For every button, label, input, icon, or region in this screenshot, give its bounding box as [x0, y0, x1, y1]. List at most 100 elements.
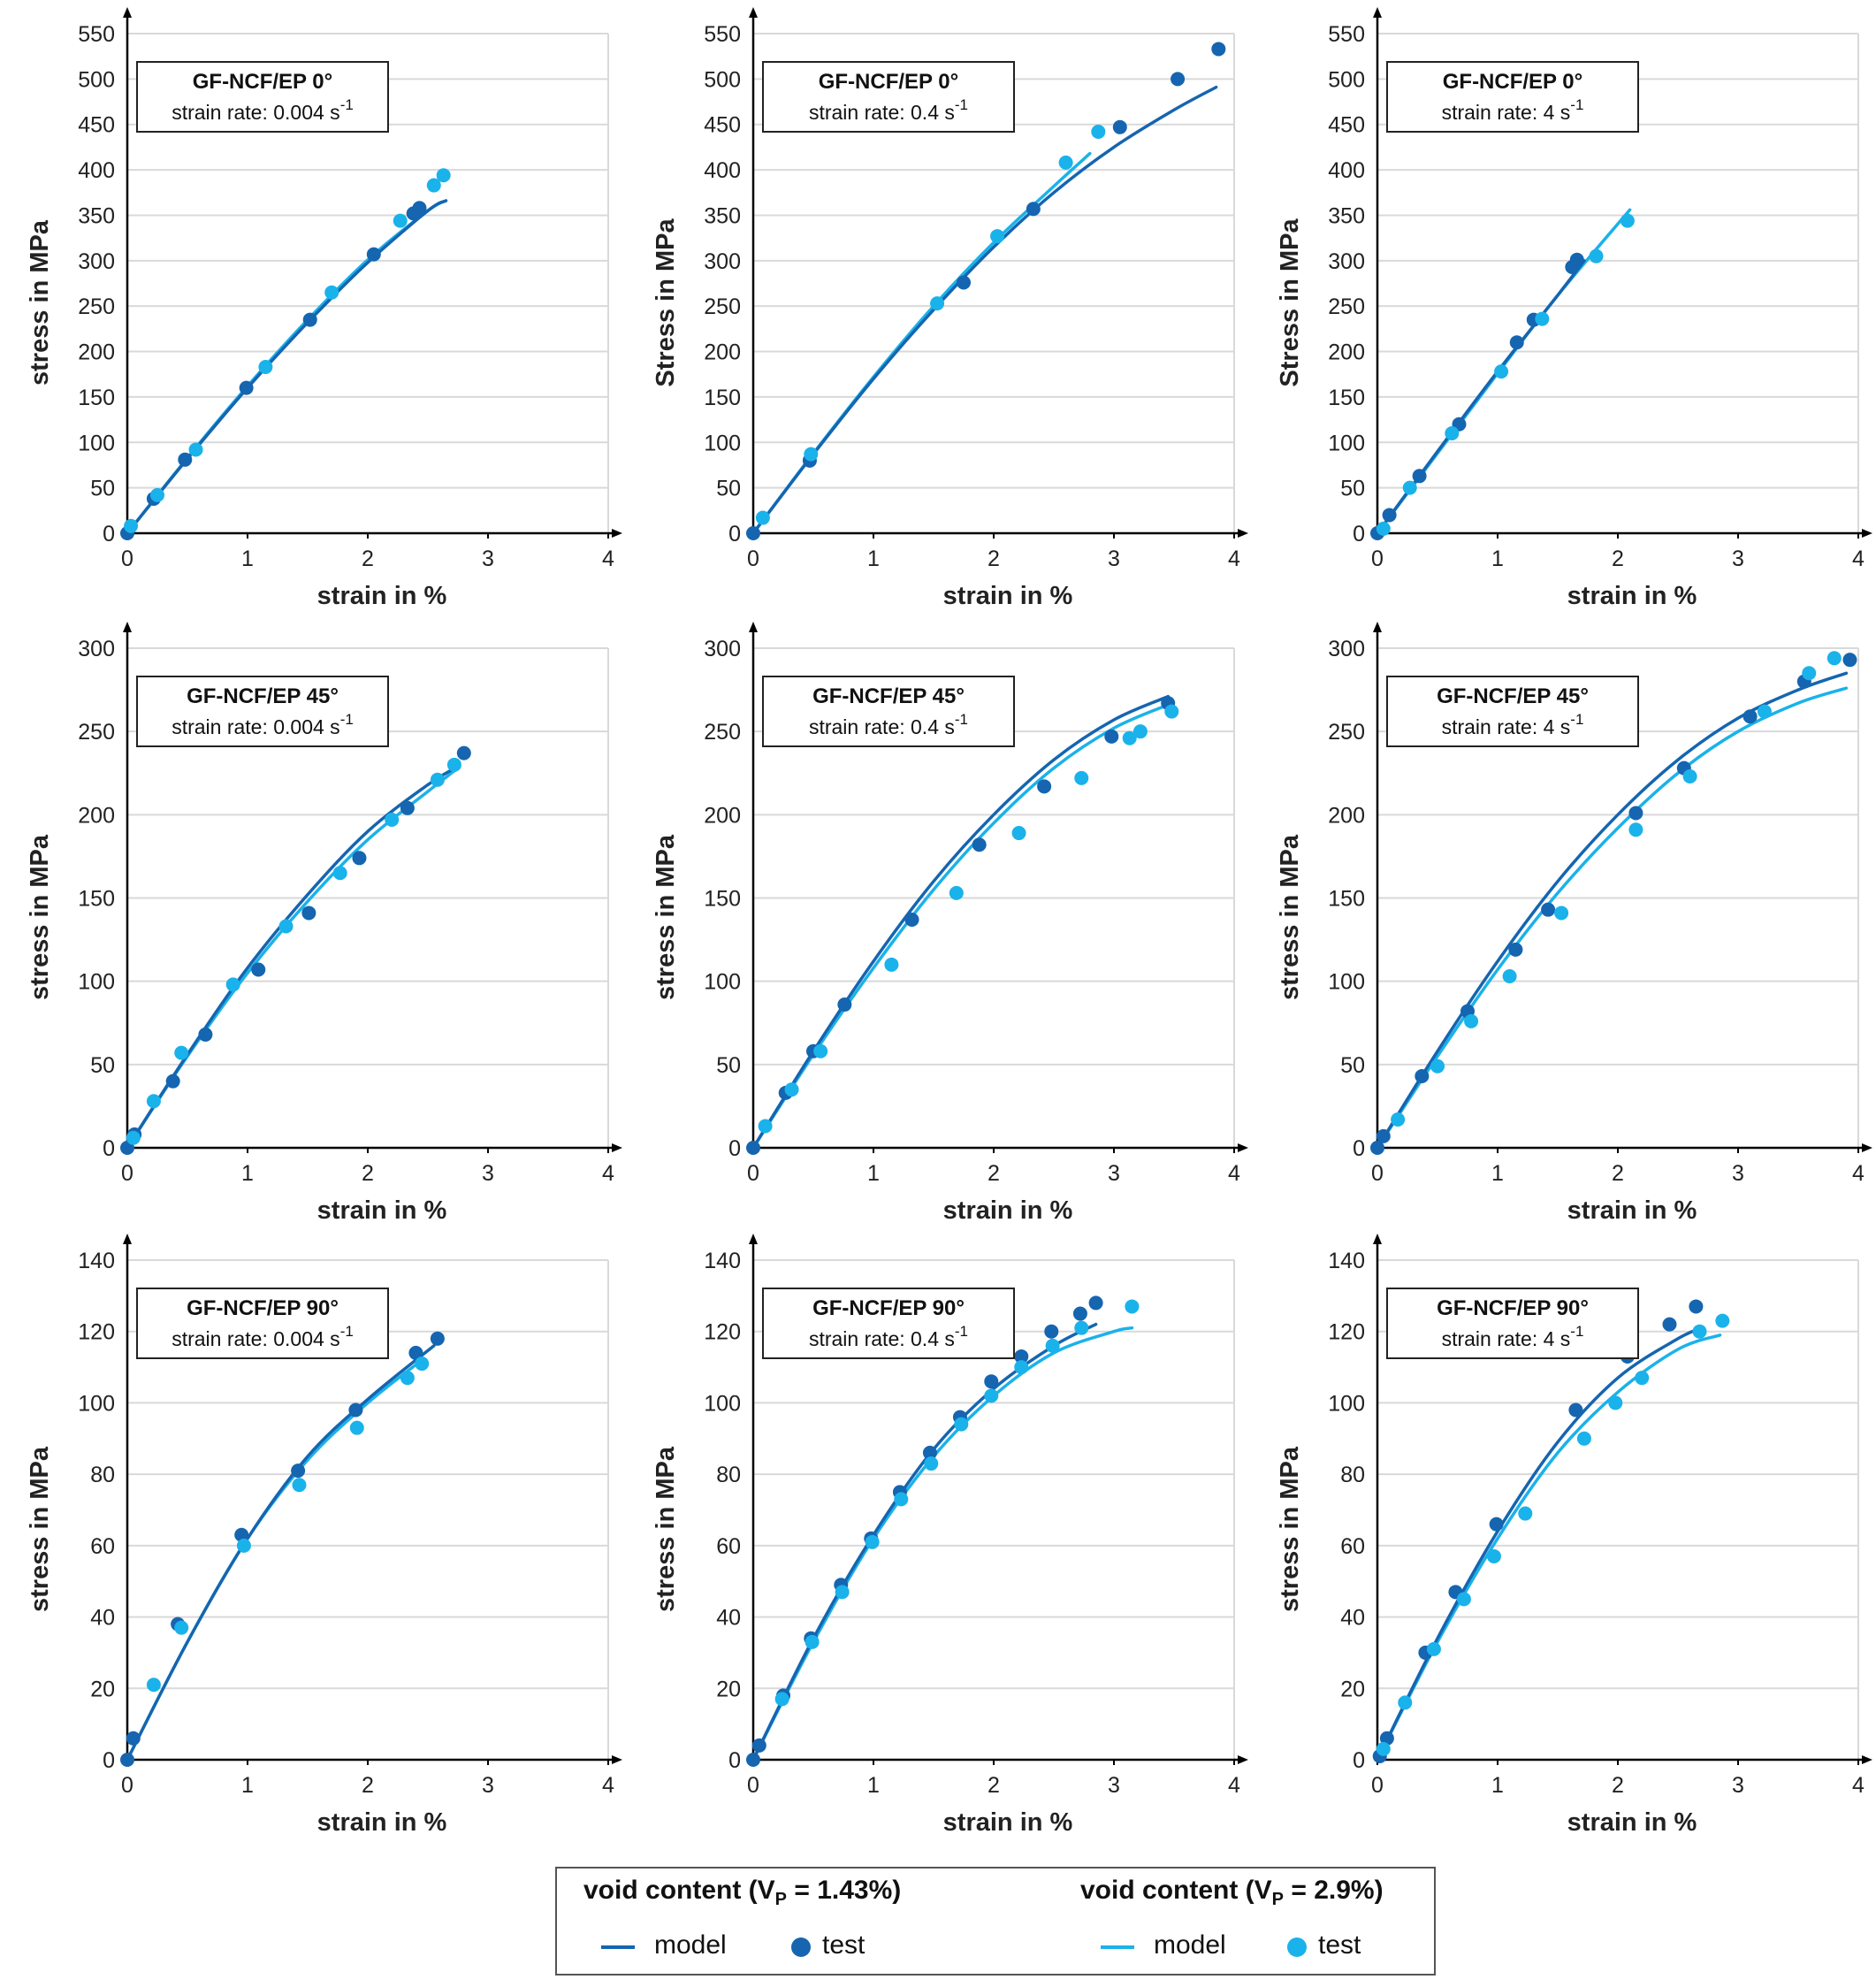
model-curve-light: [751, 1326, 1134, 1762]
test-point-light: [884, 957, 899, 972]
test-point-dark: [412, 201, 427, 216]
chart-panel: 0 50 100 150 200 250 300 0 1 2 3 4 strain in % stress…: [652, 622, 1248, 1225]
test-point-dark: [1112, 119, 1127, 134]
test-point-light: [1376, 1741, 1391, 1756]
y-axis-arrow: [749, 1234, 758, 1244]
test-point-dark: [1412, 469, 1427, 484]
x-tick-label: 1: [867, 1161, 880, 1186]
test-point-light: [1494, 364, 1509, 379]
y-tick-label: 100: [78, 1391, 115, 1416]
y-tick-label: 20: [716, 1677, 741, 1701]
chart-panel: 0 20 40 60 80 100 120 140 0 1 2 3 4 strain in % stress…: [26, 1234, 622, 1837]
test-point-light: [1426, 1641, 1441, 1656]
y-axis-label: stress in MPa: [1276, 1446, 1304, 1612]
test-point-light: [1132, 724, 1148, 739]
y-tick-label: 500: [704, 67, 741, 92]
test-point-light: [1502, 969, 1517, 984]
test-point-light: [805, 1634, 820, 1649]
chart-panel: 0 50 100 150 200 250 300 350 400 450 500 550 0 1 2 3 4 st…: [652, 7, 1248, 610]
chart-label-title: GF-NCF/EP 90°: [1437, 1296, 1589, 1320]
y-tick-label: 80: [90, 1463, 115, 1487]
y-tick-label: 40: [716, 1606, 741, 1631]
test-point-dark: [1014, 1349, 1029, 1364]
test-point-light: [1757, 704, 1772, 719]
chart-label-title: GF-NCF/EP 45°: [812, 684, 965, 708]
test-point-light: [446, 757, 461, 772]
y-tick-label: 60: [90, 1534, 115, 1559]
x-tick-label: 1: [1491, 1773, 1504, 1798]
model-curve-dark: [126, 199, 448, 535]
test-point-dark: [904, 912, 919, 927]
chart-label-box: [136, 61, 389, 133]
y-tick-label: 150: [1328, 386, 1365, 410]
model-curve-dark: [751, 694, 1170, 1150]
x-tick-label: 1: [867, 1773, 880, 1798]
y-tick-label: 300: [1328, 249, 1365, 274]
x-tick-label: 3: [482, 546, 494, 571]
y-tick-label: 150: [704, 887, 741, 912]
test-point-light: [1391, 1112, 1406, 1127]
test-point-light: [1074, 1320, 1089, 1335]
test-point-light: [146, 1094, 161, 1109]
legend-model-light-label: model: [1154, 1930, 1226, 1960]
test-point-light: [758, 1119, 773, 1134]
x-tick-label: 3: [1108, 546, 1120, 571]
test-point-light: [1682, 769, 1697, 784]
chart-panel: 0 50 100 150 200 250 300 350 400 450 500 550 0 1 2 3 4 st…: [1276, 7, 1872, 610]
test-point-light: [990, 229, 1005, 244]
y-tick-label: 60: [716, 1534, 741, 1559]
y-tick-label: 100: [1328, 1391, 1365, 1416]
chart-label-box: [1386, 676, 1639, 747]
y-tick-label: 200: [1328, 340, 1365, 365]
y-tick-label: 50: [716, 1053, 741, 1078]
test-point-light: [755, 510, 770, 525]
test-point-light: [258, 360, 273, 375]
test-point-light: [124, 518, 139, 533]
y-tick-label: 0: [728, 522, 741, 546]
test-point-dark: [957, 275, 971, 290]
x-tick-label: 4: [1228, 1161, 1240, 1186]
test-point-dark: [1662, 1317, 1677, 1332]
x-tick-label: 1: [241, 546, 254, 571]
y-tick-label: 400: [704, 158, 741, 183]
y-tick-label: 100: [704, 431, 741, 455]
chart-label-rate: strain rate: 0.004 s-1: [172, 96, 354, 124]
x-tick-label: 3: [482, 1773, 494, 1798]
test-point-dark: [352, 851, 367, 866]
test-point-dark: [1211, 42, 1226, 57]
x-tick-label: 4: [1228, 1773, 1240, 1798]
y-tick-label: 100: [704, 1391, 741, 1416]
test-point-light: [1620, 213, 1635, 228]
chart-label-rate: strain rate: 4 s-1: [1442, 711, 1584, 738]
legend-group2-title: void content (VP = 2.9%): [1080, 1876, 1384, 1909]
test-point-light: [984, 1388, 999, 1403]
y-tick-label: 150: [704, 386, 741, 410]
y-axis-label: stress in MPa: [26, 834, 54, 1000]
test-point-light: [278, 919, 294, 934]
model-curve-light: [126, 199, 448, 535]
y-tick-label: 50: [1340, 477, 1365, 501]
test-point-dark: [178, 452, 193, 467]
y-tick-label: 200: [78, 340, 115, 365]
x-axis-arrow: [1862, 1143, 1872, 1152]
test-point-dark: [1568, 1402, 1583, 1418]
y-axis-label: stress in MPa: [26, 1446, 54, 1612]
y-axis-label: stress in MPa: [652, 1446, 680, 1612]
test-point-light: [430, 772, 445, 787]
test-point-dark: [165, 1074, 180, 1089]
y-tick-label: 140: [78, 1249, 115, 1273]
test-point-light: [436, 168, 451, 183]
test-point-light: [894, 1492, 909, 1507]
test-point-light: [1589, 248, 1604, 264]
test-point-light: [1456, 1592, 1471, 1607]
test-point-light: [1014, 1360, 1029, 1375]
x-axis-label: strain in %: [943, 1808, 1073, 1837]
legend-model-light-line: [1101, 1945, 1134, 1949]
test-point-dark: [746, 526, 760, 540]
test-point-light: [1122, 730, 1137, 745]
test-point-dark: [400, 800, 415, 815]
y-tick-label: 200: [78, 803, 115, 828]
x-tick-label: 2: [988, 546, 1000, 571]
y-tick-label: 150: [1328, 887, 1365, 912]
